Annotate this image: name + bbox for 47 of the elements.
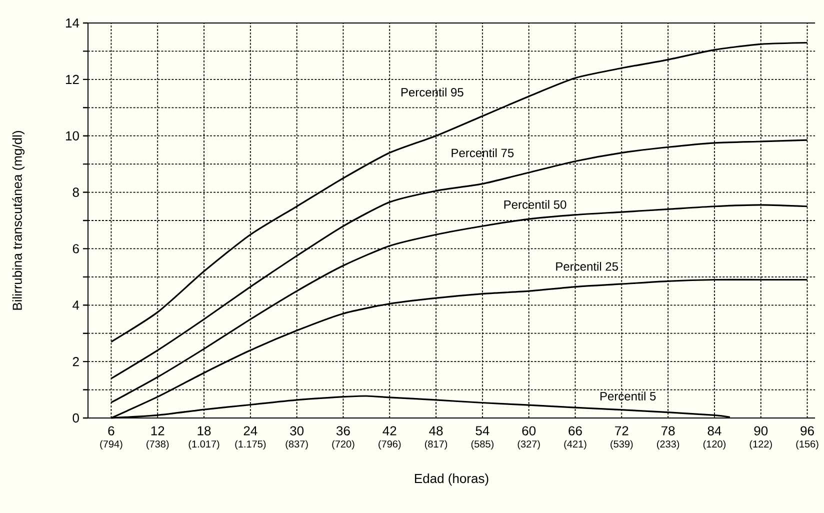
text: (327) xyxy=(518,440,540,450)
text: (817) xyxy=(424,440,448,450)
x-tick-label: 42 xyxy=(382,426,396,436)
x-tick-label: 78 xyxy=(661,426,675,436)
x-tick-label: 90 xyxy=(754,426,768,436)
y-tick-label: 6 xyxy=(72,244,79,254)
x-tick-label: 18 xyxy=(198,426,211,436)
x-tick-label: 6 xyxy=(108,426,114,436)
x-tick-label: 66 xyxy=(568,426,582,436)
text: (120) xyxy=(703,440,726,450)
x-axis-title: Edad (horas) xyxy=(414,474,488,486)
x-tick-label: 48 xyxy=(429,426,443,436)
text: (837) xyxy=(286,440,308,450)
x-tick-label: 36 xyxy=(336,426,350,436)
x-tick-label: 96 xyxy=(800,426,814,436)
y-tick-label: 10 xyxy=(66,131,79,140)
y-tick-label: 2 xyxy=(72,357,79,366)
x-tick-label: 54 xyxy=(476,426,490,436)
y-tick-label: 0 xyxy=(72,413,79,423)
x-tick-label: 84 xyxy=(708,426,722,436)
text: (539) xyxy=(610,440,633,450)
y-tick-label: 4 xyxy=(72,300,80,310)
text: Percentil 95 xyxy=(401,88,464,97)
series-label: Percentil 5 xyxy=(600,392,656,400)
text: (122) xyxy=(750,440,772,450)
x-tick-label: 12 xyxy=(151,426,164,436)
x-tick-label: 30 xyxy=(290,426,304,436)
text: (738) xyxy=(146,440,169,450)
y-tick-label: 8 xyxy=(72,188,79,197)
series-label: Percentil 75 xyxy=(452,148,514,158)
y-tick-label: 12 xyxy=(66,74,79,84)
y-tick-label: 14 xyxy=(66,18,80,28)
x-tick-label: 24 xyxy=(244,426,258,436)
text: (585) xyxy=(471,440,494,450)
x-tick-label: 60 xyxy=(522,426,536,436)
text: (720) xyxy=(332,440,354,450)
text: (233) xyxy=(657,440,680,450)
text: (794) xyxy=(100,440,122,450)
text: (421) xyxy=(564,440,586,450)
x-tick-label: 72 xyxy=(615,426,628,436)
y-axis-title: Bilirrubina transcutánea (mg/dl) xyxy=(12,131,24,310)
text: (796) xyxy=(378,440,401,450)
series-label: Percentil 50 xyxy=(504,200,566,209)
text: (1.017) xyxy=(188,440,220,450)
text: (156) xyxy=(796,440,818,450)
series-label: Percentil 25 xyxy=(556,262,618,271)
text: (1.175) xyxy=(235,440,266,450)
